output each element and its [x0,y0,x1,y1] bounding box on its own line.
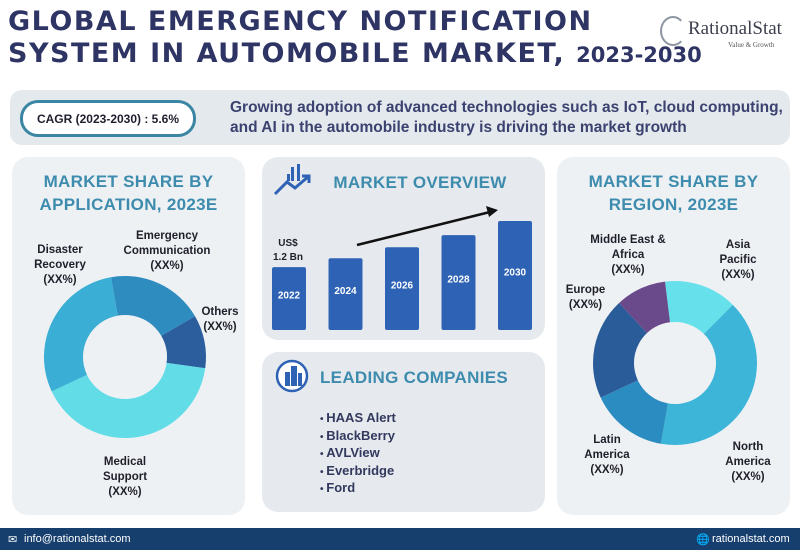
page-title-line1: GLOBAL EMERGENCY NOTIFICATION [8,6,593,37]
bar-2028 [441,235,476,330]
logo-ring-icon [660,16,686,46]
bar-2026 [385,247,419,330]
leading-companies-panel [262,352,545,512]
logo-tagline: Value & Growth [728,41,775,49]
page-title-line2: SYSTEM IN AUTOMOBILE MARKET, 2023-2030 [8,38,702,69]
label-disaster-recovery: Disaster Recovery (XX%) [34,244,86,286]
title-text: SYSTEM IN AUTOMOBILE MARKET, [8,38,566,69]
footer-website[interactable]: rationalstat.com [712,533,790,545]
label-medical-support: Medical Support (XX%) [102,456,148,498]
donut-segment-asia-pacific [665,281,733,334]
donut-segment-europe [592,303,648,398]
donut-segment-others [161,316,206,369]
bar-data-label-2022: US$ 1.2 Bn [272,238,303,263]
donut-segment-medical-support [51,362,206,439]
email-icon: ✉ [8,534,18,546]
trend-arrow-head-icon [486,206,498,217]
market-overview-title: MARKET OVERVIEW [333,173,507,192]
bar-tick-label-2026: 2026 [391,281,414,292]
footer: ✉ info@rationalstat.com 🌐 rationalstat.c… [0,528,800,550]
company-item: Ford [320,480,396,498]
company-item: BlackBerry [320,428,396,446]
bar-2022 [272,267,306,330]
bar-tick-label-2030: 2030 [504,268,527,279]
donut-segment-disaster-recovery [43,277,118,392]
leading-companies-title: LEADING COMPANIES [320,368,509,387]
donut-segment-latin-america [600,380,668,444]
logo-name: RationalStat [688,18,782,39]
donut-segment-north-america [660,304,757,445]
company-list: HAAS Alert BlackBerry AVLView Everbridge… [320,410,396,498]
region-chart-title: MARKET SHARE BY REGION, 2023E [588,172,759,214]
application-chart-title: MARKET SHARE BY APPLICATION, 2023E [39,172,218,214]
company-item: Everbridge [320,463,396,481]
globe-icon: 🌐 [696,534,710,546]
label-europe: Europe (XX%) [565,284,606,311]
donut-segment-middle-east-africa [619,281,671,334]
label-latin-america: Latin America (XX%) [584,434,630,476]
label-others: Others (XX%) [201,306,239,333]
label-emergency-communication: Emergency Communication (XX%) [123,230,211,272]
donut-segment-emergency-communication [110,276,196,336]
footer-email[interactable]: info@rationalstat.com [24,533,131,545]
label-asia-pacific: Asia Pacific (XX%) [719,239,757,281]
rationalstat-logo: RationalStat Value & Growth [660,14,795,50]
bar-tick-label-2028: 2028 [447,275,470,286]
bar-2030 [498,221,532,330]
company-item: HAAS Alert [320,410,396,428]
trend-arrow-line [356,210,491,247]
cagr-badge: CAGR (2023-2030) : 5.6% [20,100,196,137]
label-north-america: North America (XX%) [725,441,771,483]
banner-text: Growing adoption of advanced technologie… [230,99,783,136]
company-item: AVLView [320,445,396,463]
bar-tick-label-2022: 2022 [278,291,301,302]
title-years: 2023-2030 [576,43,702,67]
bar-2024 [328,258,363,330]
bar-tick-label-2024: 2024 [334,286,357,297]
label-middle-east-africa: Middle East & Africa (XX%) [590,234,666,276]
